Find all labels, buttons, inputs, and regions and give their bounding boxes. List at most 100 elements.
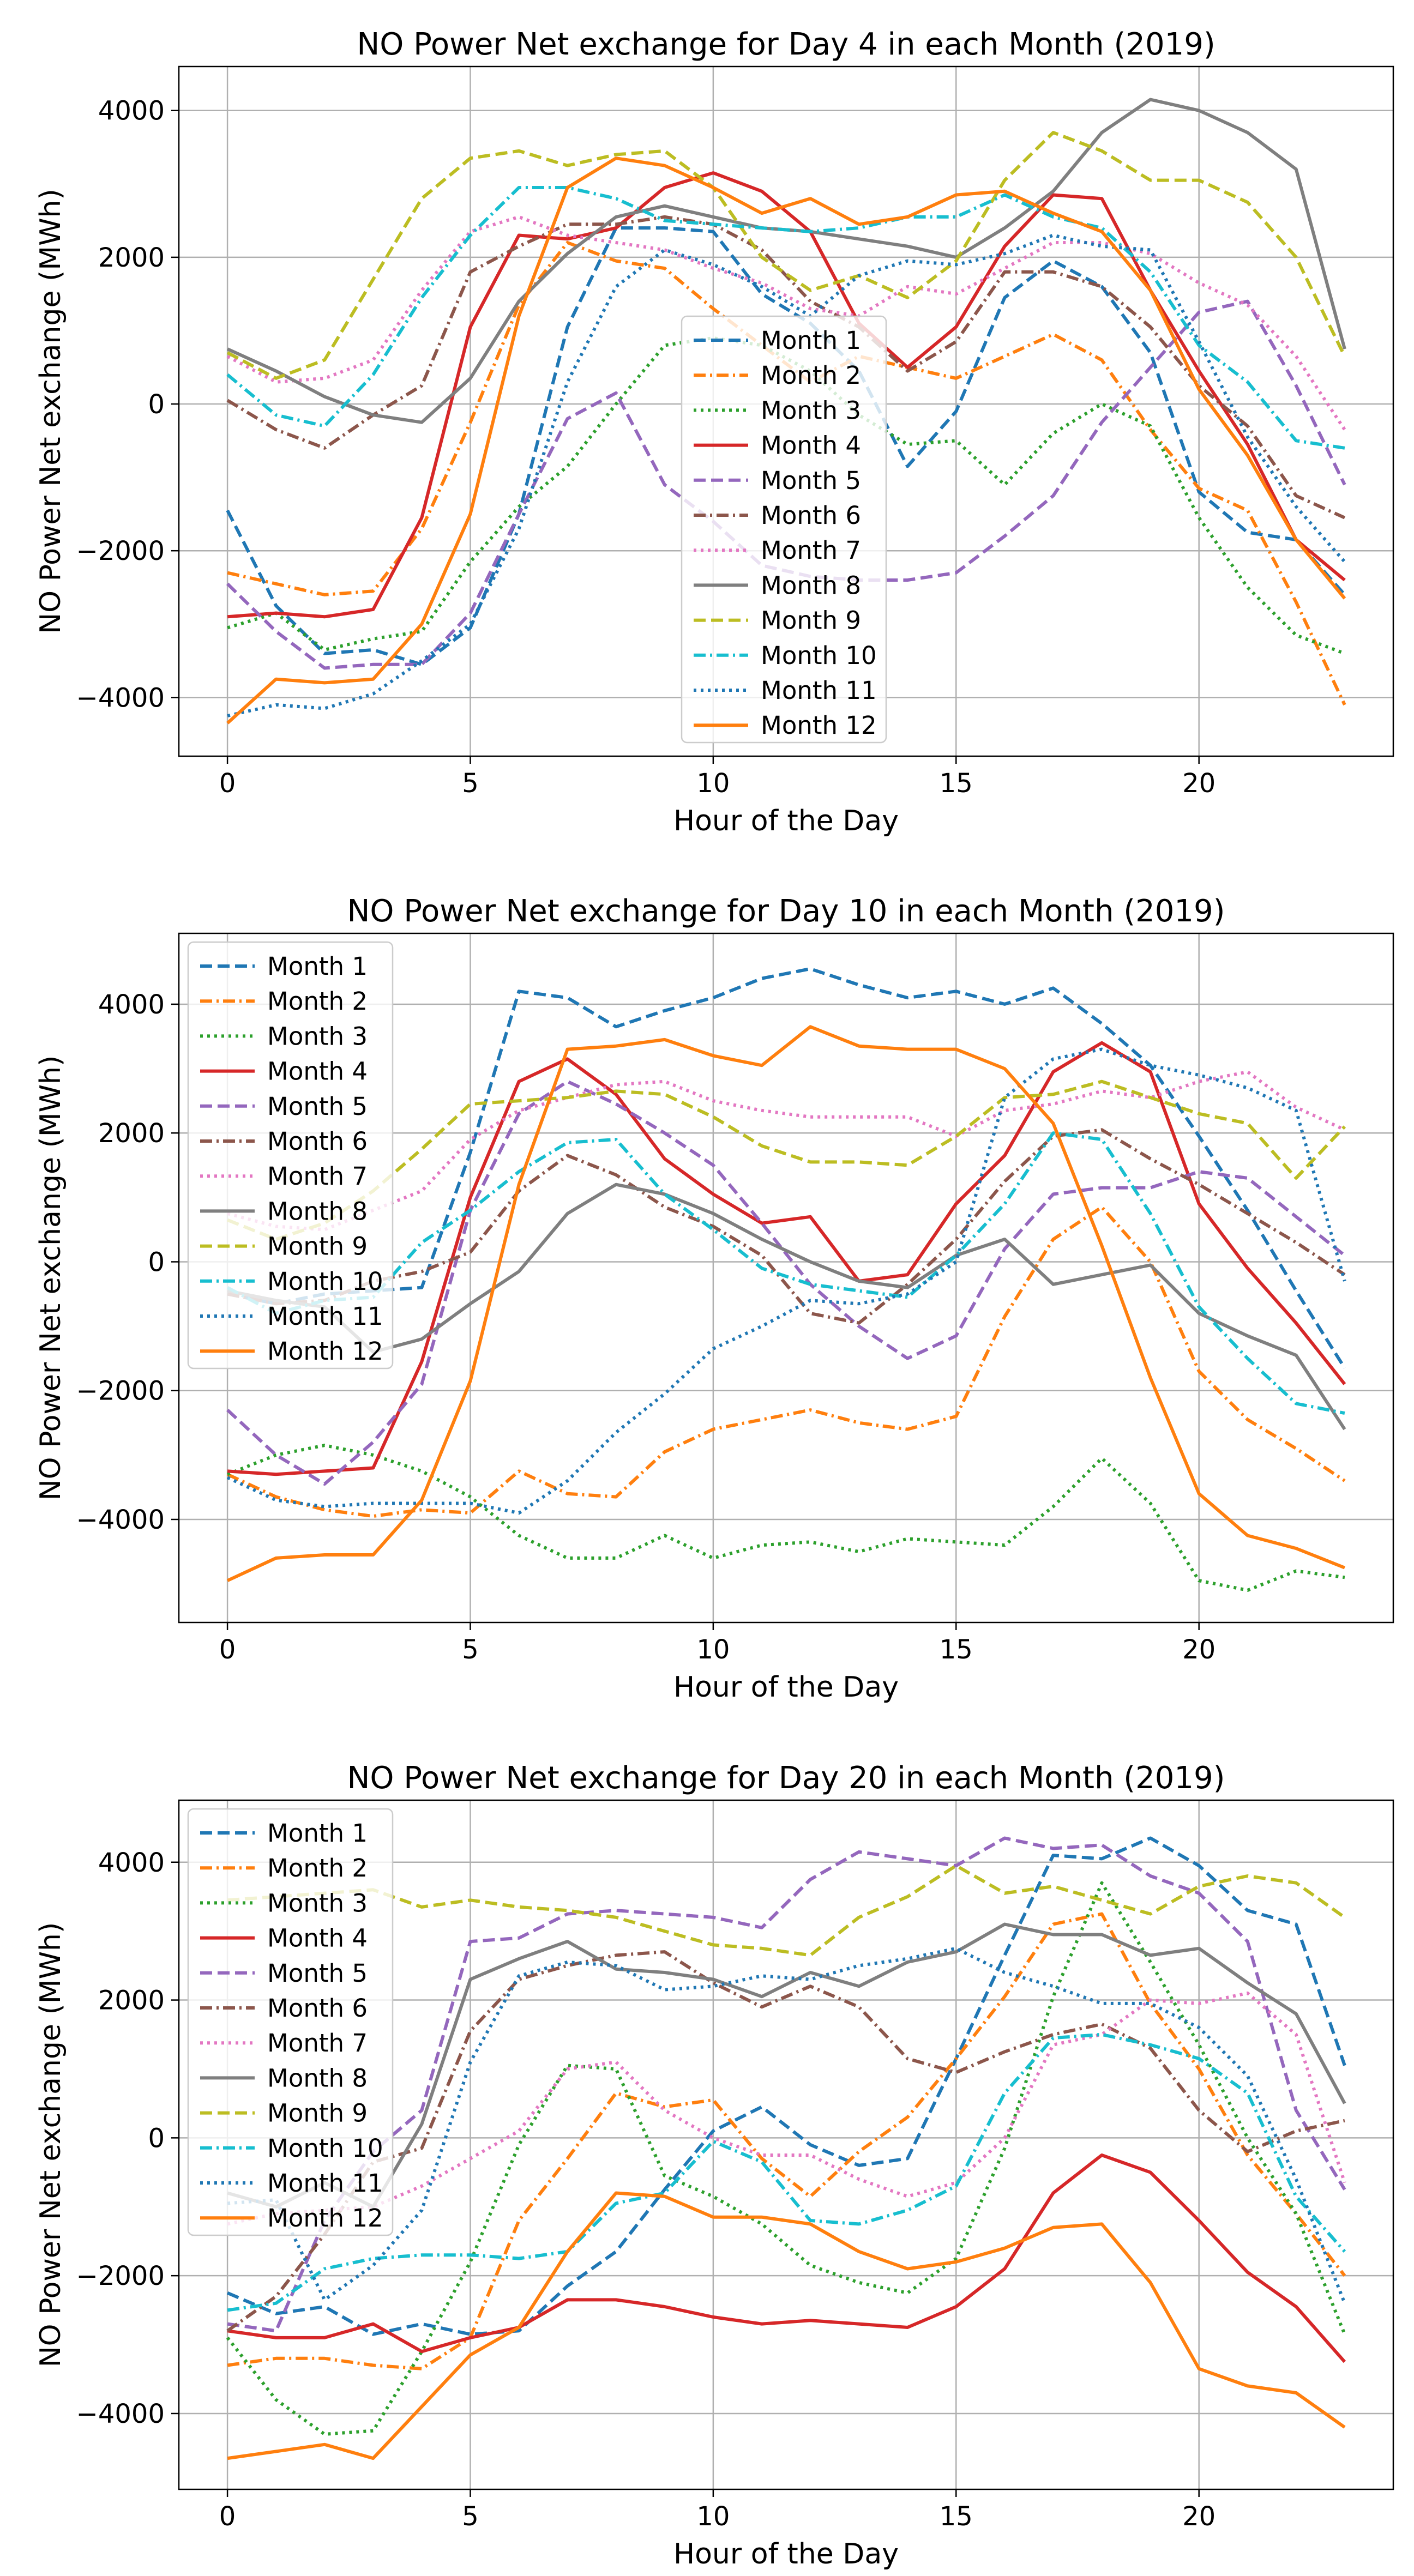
x-tick-label: 5 (462, 768, 479, 799)
series-line-month-1 (226, 226, 1346, 666)
series-line-month-11 (227, 1946, 1346, 2304)
series-lines (226, 98, 1346, 725)
y-tick-label: 0 (148, 389, 165, 420)
legend-label: Month 8 (761, 571, 861, 600)
y-tick-label: 4000 (98, 96, 165, 126)
legend-label: Month 4 (267, 1057, 368, 1086)
series-line-month-7 (227, 1070, 1346, 1232)
legend: Month 1 Month 2 Month 3 Month 4 Month 5 Month… (187, 1808, 394, 2236)
legend-label: Month 6 (761, 501, 861, 530)
chart-title: NO Power Net exchange for Day 4 in each … (357, 27, 1215, 62)
series-line-month-10 (226, 186, 1345, 450)
x-tick-label: 10 (696, 1634, 730, 1665)
legend-box (187, 941, 394, 1370)
legend-label: Month 8 (267, 2064, 368, 2092)
x-tick-label: 0 (219, 1634, 236, 1665)
series-lines (226, 967, 1346, 1592)
x-tick-label: 15 (940, 1634, 973, 1665)
x-tick-label: 20 (1182, 768, 1216, 799)
y-tick-label: 0 (148, 2123, 165, 2153)
chart-1: NO Power Net exchange for Day 4 in each … (34, 27, 1394, 837)
series-line-month-1 (226, 1836, 1346, 2336)
legend-label: Month 11 (267, 1302, 383, 1331)
series-line-month-3 (226, 1881, 1346, 2436)
series-line-month-2 (227, 1912, 1346, 2370)
series-line-month-5 (226, 1079, 1346, 1486)
x-axis-label: Hour of the Day (673, 805, 899, 837)
legend-label: Month 9 (267, 2099, 368, 2128)
series-line-month-9 (226, 1079, 1346, 1241)
legend-label: Month 1 (267, 1819, 368, 1848)
y-tick-label: 2000 (98, 243, 165, 273)
legend-label: Month 1 (267, 952, 368, 981)
series-line-month-4 (227, 2153, 1346, 2363)
series-line-month-11 (226, 1047, 1346, 1515)
series-line-month-5 (227, 1836, 1346, 2333)
x-axis-label: Hour of the Day (673, 1671, 899, 1704)
legend-label: Month 5 (761, 466, 861, 495)
legend-label: Month 10 (761, 641, 877, 670)
legend-label: Month 7 (761, 536, 861, 565)
x-tick-label: 5 (462, 2501, 479, 2532)
x-tick-label: 10 (696, 2501, 730, 2532)
series-line-month-10 (227, 2032, 1346, 2312)
chart-2: NO Power Net exchange for Day 10 in each… (34, 894, 1394, 1704)
y-axis-label: NO Power Net exchange (MWh) (34, 1922, 67, 2368)
y-tick-label: −2000 (76, 1376, 165, 1407)
y-tick-label: −4000 (76, 2399, 165, 2429)
legend-label: Month 12 (267, 1337, 383, 1366)
x-tick-label: 0 (219, 2501, 236, 2532)
legend-label: Month 3 (267, 1889, 368, 1917)
y-tick-label: 2000 (98, 1118, 165, 1149)
legend-label: Month 3 (267, 1022, 368, 1051)
legend-label: Month 9 (267, 1232, 368, 1261)
legend-label: Month 1 (761, 326, 861, 355)
legend-label: Month 4 (267, 1924, 368, 1953)
y-axis-label: NO Power Net exchange (MWh) (34, 1055, 67, 1501)
series-line-month-6 (226, 1950, 1345, 2332)
x-tick-label: 20 (1182, 1634, 1216, 1665)
x-tick-label: 15 (940, 2501, 973, 2532)
y-tick-label: −4000 (76, 1505, 165, 1535)
series-line-month-9 (226, 131, 1346, 380)
legend-label: Month 9 (761, 606, 861, 635)
legend-label: Month 11 (267, 2169, 383, 2198)
y-tick-label: 2000 (98, 1986, 165, 2016)
x-axis-label: Hour of the Day (673, 2538, 899, 2571)
legend-label: Month 7 (267, 2029, 368, 2058)
series-line-month-12 (227, 2191, 1346, 2460)
y-tick-label: 0 (148, 1247, 165, 1277)
x-tick-label: 15 (940, 768, 973, 799)
y-tick-label: 4000 (98, 990, 165, 1020)
series-line-month-12 (226, 1025, 1346, 1582)
series-line-month-6 (227, 1128, 1346, 1325)
legend-label: Month 5 (267, 1092, 368, 1121)
series-lines (226, 1836, 1346, 2460)
legend-label: Month 11 (761, 676, 877, 705)
y-tick-label: 4000 (98, 1848, 165, 1878)
legend-label: Month 6 (267, 1994, 368, 2023)
chart-title: NO Power Net exchange for Day 20 in each… (347, 1760, 1225, 1796)
legend: Month 1 Month 2 Month 3 Month 4 Month 5 Month… (681, 315, 887, 744)
legend-label: Month 8 (267, 1197, 368, 1226)
series-line-month-12 (226, 156, 1346, 725)
series-line-month-10 (226, 1131, 1345, 1415)
legend: Month 1 Month 2 Month 3 Month 4 Month 5 Month… (187, 941, 394, 1370)
x-tick-label: 5 (462, 1634, 479, 1665)
series-line-month-1 (227, 967, 1346, 1369)
series-line-month-8 (227, 1183, 1346, 1431)
y-tick-label: −2000 (76, 2261, 165, 2291)
legend-box (187, 1808, 394, 2236)
legend-label: Month 2 (761, 361, 861, 390)
x-tick-label: 10 (696, 768, 730, 799)
series-line-month-8 (227, 1922, 1346, 2209)
legend-label: Month 6 (267, 1127, 368, 1156)
series-line-month-7 (226, 215, 1346, 431)
y-tick-label: −2000 (76, 536, 165, 566)
y-tick-label: −4000 (76, 683, 165, 713)
series-line-month-4 (227, 1041, 1346, 1476)
legend-label: Month 2 (267, 987, 368, 1016)
legend-label: Month 2 (267, 1854, 368, 1883)
axes-frame (178, 1799, 1394, 2490)
